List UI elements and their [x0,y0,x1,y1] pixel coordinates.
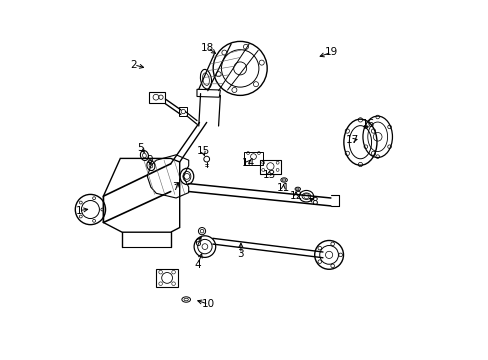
Text: 17: 17 [345,135,358,145]
Text: 14: 14 [241,158,254,168]
Text: 11: 11 [276,183,289,193]
Bar [156,269,178,287]
Text: 1: 1 [76,206,82,216]
Text: 12: 12 [289,191,302,201]
Text: 4: 4 [194,260,201,270]
Bar [259,160,281,174]
Bar [244,152,262,165]
Bar [149,92,165,103]
Text: 13: 13 [262,170,275,180]
Text: 6: 6 [194,238,201,248]
Text: 7: 7 [172,182,178,192]
Text: 2: 2 [130,60,137,70]
Text: 18: 18 [201,42,214,53]
Text: 9: 9 [146,155,153,165]
Text: 8: 8 [311,197,317,207]
Text: 15: 15 [196,146,209,156]
Text: 16: 16 [361,119,375,129]
Text: 5: 5 [137,143,144,153]
Text: 3: 3 [237,249,244,259]
Text: 19: 19 [325,47,338,57]
Bar [179,107,186,116]
Text: 10: 10 [202,299,215,309]
